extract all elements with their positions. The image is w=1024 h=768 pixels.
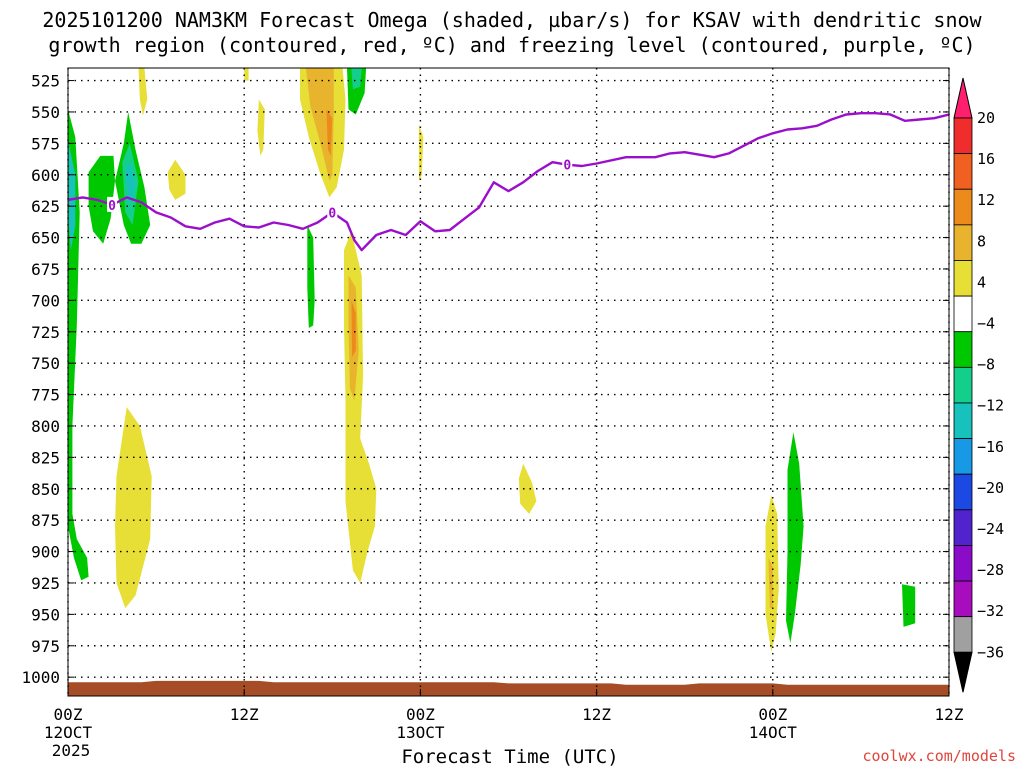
y-axis: 525 550 575 600 625 650 675 700 725 750 775 800 825 8… xyxy=(21,72,949,687)
colorbar-swatch-10 xyxy=(953,473,973,511)
omega-ascent-19h-top xyxy=(347,68,367,115)
x-axis-title: Forecast Time (UTC) xyxy=(401,746,618,768)
omega-descent-15h-top-b xyxy=(257,99,265,156)
x-date-label-0: 12OCT xyxy=(44,723,93,742)
x-date-label-4: 14OCT xyxy=(749,723,798,742)
y-tick-label-875: 875 xyxy=(31,511,60,530)
y-tick-label-625: 625 xyxy=(31,197,60,216)
freezing-label-bg-2 xyxy=(562,156,573,172)
omega-shading xyxy=(68,68,916,652)
omega-descent-012h-small xyxy=(167,159,186,200)
plot-frame xyxy=(67,67,950,697)
x-year-label-0: 2025 xyxy=(52,741,91,760)
colorbar-swatch-9 xyxy=(953,438,973,475)
omega-descent-19h-mid-inner xyxy=(351,300,356,357)
omega-descent-18h-upper-core xyxy=(326,109,333,156)
colorbar-label-2: 12 xyxy=(977,191,995,209)
colorbar-swatch-1 xyxy=(953,153,973,190)
colorbar-swatch-8 xyxy=(953,402,973,439)
colorbar-swatch-14 xyxy=(953,616,973,653)
y-tick-label-575: 575 xyxy=(31,134,60,153)
freezing-level: 0 0 0 xyxy=(68,111,949,252)
colorbar-label-11: −28 xyxy=(977,561,1004,579)
x-date-label-2: 13OCT xyxy=(396,723,445,742)
x-tick-label-4: 00Z xyxy=(758,705,787,724)
colorbar-label-1: 16 xyxy=(977,150,995,168)
omega-ascent-012h-cluster-b-inner xyxy=(125,162,136,207)
colorbar-swatch-5 xyxy=(953,295,973,333)
omega-ascent-19h-top-core xyxy=(351,68,362,90)
y-tick-label-675: 675 xyxy=(31,260,60,279)
colorbar-label-6: −8 xyxy=(977,356,995,374)
y-tick-label-600: 600 xyxy=(31,166,60,185)
y-tick-label-650: 650 xyxy=(31,229,60,248)
colorbar-swatch-11 xyxy=(953,509,973,546)
chart-title-line-1: 2025101200 NAM3KM Forecast Omega (shaded… xyxy=(42,8,982,32)
x-tick-label-3: 12Z xyxy=(582,705,611,724)
colorbar-label-5: −4 xyxy=(977,315,995,333)
omega-ascent-49h-low xyxy=(786,432,804,644)
omega-descent-15h-top-a xyxy=(244,68,249,81)
colorbar-swatch-4 xyxy=(953,260,973,297)
omega-descent-32h-low xyxy=(518,463,537,514)
y-tick-label-750: 750 xyxy=(31,354,60,373)
y-tick-label-900: 900 xyxy=(31,543,60,562)
colorbar-label-8: −16 xyxy=(977,438,1004,456)
omega-ascent-57h-low xyxy=(902,584,916,627)
omega-ascent-012h-cluster-a xyxy=(88,155,115,244)
colorbar-label-0: 20 xyxy=(977,109,995,127)
omega-descent-18h-upper-mid xyxy=(305,68,334,181)
colorbar-label-10: −24 xyxy=(977,520,1004,538)
freezing-label-bg-1 xyxy=(327,204,338,220)
y-tick-label-975: 975 xyxy=(31,637,60,656)
colorbar-label-9: −20 xyxy=(977,479,1004,497)
omega-descent-012h-low xyxy=(115,407,152,609)
surface-ground xyxy=(68,680,949,696)
freezing-level-line xyxy=(68,111,949,252)
freezing-label-2: 0 xyxy=(563,159,571,174)
x-tick-label-5: 12Z xyxy=(935,705,964,724)
omega-ascent-012h-left-edge-core xyxy=(68,143,76,251)
y-tick-label-525: 525 xyxy=(31,72,60,91)
y-tick-label-825: 825 xyxy=(31,448,60,467)
x-tick-label-2: 00Z xyxy=(406,705,435,724)
surface-pressure xyxy=(68,680,949,696)
chart-title-line-2: growth region (contoured, red, ºC) and f… xyxy=(48,33,975,57)
colorbar-swatch-12 xyxy=(953,545,973,582)
colorbar-label-12: −32 xyxy=(977,602,1004,620)
colorbar-swatch-6 xyxy=(953,331,973,368)
y-tick-label-725: 725 xyxy=(31,323,60,342)
colorbar-swatch-13 xyxy=(953,580,973,618)
colorbar-swatch-0 xyxy=(953,117,973,155)
colorbar-bottom-arrow xyxy=(953,651,973,693)
colorbar: 20 16 12 8 4 −4 −8 −12 −16 −20 −24 −28 −32 −36 xyxy=(953,77,1004,693)
y-tick-label-925: 925 xyxy=(31,574,60,593)
colorbar-label-4: 4 xyxy=(977,273,986,291)
omega-descent-012h-top xyxy=(138,68,148,116)
y-tick-label-950: 950 xyxy=(31,605,60,624)
credit-text: coolwx.com/models xyxy=(862,747,1016,765)
colorbar-swatch-2 xyxy=(953,188,973,226)
x-tick-label-0: 00Z xyxy=(54,705,83,724)
y-tick-label-775: 775 xyxy=(31,386,60,405)
freezing-label-bg-0 xyxy=(107,196,118,212)
grid xyxy=(67,68,950,696)
colorbar-label-13: −36 xyxy=(977,643,1004,661)
omega-ascent-16h-mid xyxy=(307,225,315,328)
y-tick-label-550: 550 xyxy=(31,103,60,122)
colorbar-label-3: 8 xyxy=(977,232,986,250)
y-tick-label-800: 800 xyxy=(31,417,60,436)
y-tick-label-700: 700 xyxy=(31,291,60,310)
colorbar-swatch-3 xyxy=(953,224,973,261)
colorbar-label-7: −12 xyxy=(977,397,1004,415)
y-tick-label-1000: 1000 xyxy=(21,668,60,687)
freezing-label-0: 0 xyxy=(108,199,116,214)
freezing-label-1: 0 xyxy=(328,206,336,221)
colorbar-swatch-7 xyxy=(953,366,973,404)
colorbar-top-arrow xyxy=(953,77,973,119)
x-tick-label-1: 12Z xyxy=(230,705,259,724)
y-tick-label-850: 850 xyxy=(31,480,60,499)
